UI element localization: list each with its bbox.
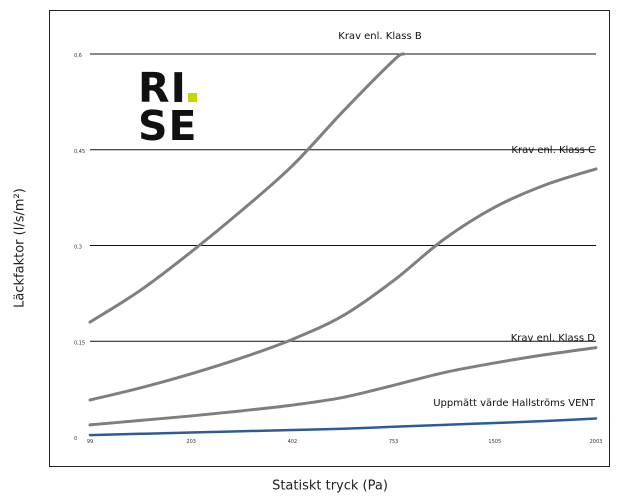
logo-dot <box>187 93 197 102</box>
x-tick-label: 402 <box>288 439 298 445</box>
rise-logo: RI SE <box>138 68 198 150</box>
y-tick-label: 0,3 <box>74 245 82 251</box>
logo-line-1: RI <box>138 64 187 112</box>
series-label: Krav enl. Klass C <box>511 145 595 156</box>
x-tick-label: 1505 <box>488 439 501 445</box>
series-label: Krav enl. Klass D <box>511 333 596 344</box>
series-line <box>88 346 598 427</box>
plot-frame: 0 0,15 0,3 0,45 0,6 99 203 402 753 1505 2003 Krav e… <box>49 10 610 467</box>
x-tick-label: 2003 <box>590 439 603 445</box>
x-tick-label: 753 <box>389 439 399 445</box>
y-axis-label: Läckfaktor (l/s/m²) <box>12 188 28 308</box>
y-tick-label: 0,6 <box>74 53 82 59</box>
series-label: Krav enl. Klass B <box>338 31 422 42</box>
y-tick-label: 0 <box>74 436 77 442</box>
series-label: Uppmätt värde Hallströms VENT <box>433 398 596 409</box>
series-line <box>88 417 598 437</box>
x-axis-label: Statiskt tryck (Pa) <box>272 478 388 494</box>
x-tick-label: 203 <box>186 439 196 445</box>
series-line <box>88 167 598 402</box>
series-line <box>88 52 406 324</box>
y-tick-label: 0,15 <box>74 340 85 346</box>
line-chart: 0 0,15 0,3 0,45 0,6 99 203 402 753 1505 2003 Krav e… <box>74 31 603 445</box>
y-tick-label: 0,45 <box>74 149 85 155</box>
x-tick-label: 99 <box>87 439 93 445</box>
logo-line-2: SE <box>138 102 198 150</box>
